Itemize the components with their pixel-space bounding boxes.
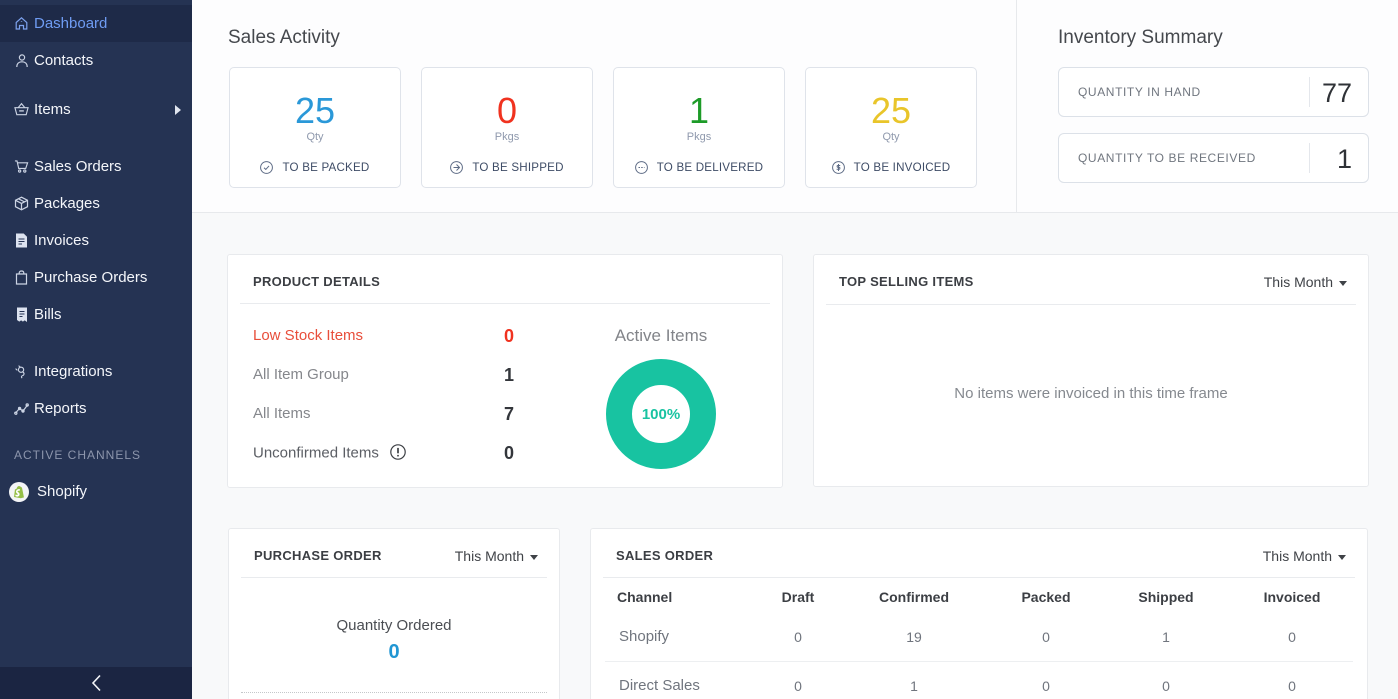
svg-text:100%: 100%	[642, 406, 680, 423]
